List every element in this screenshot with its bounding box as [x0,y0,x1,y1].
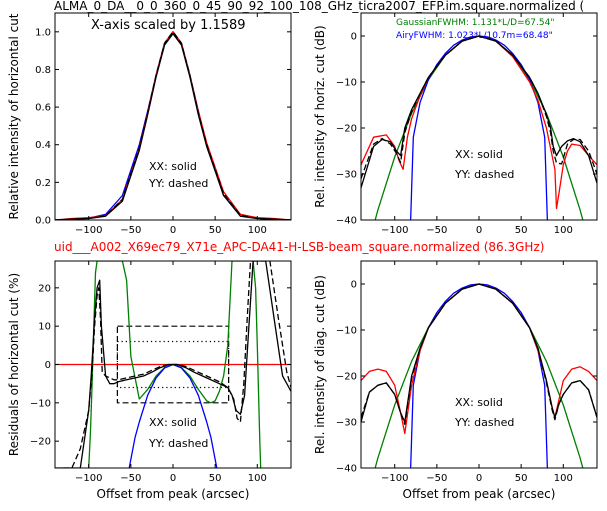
y-tick-label: −20 [30,437,51,448]
residual-box-dotted [116,340,230,389]
plot-area [361,35,597,220]
series-line-4 [361,35,597,179]
x-tick-label: 100 [554,473,573,484]
x-tick-label: −50 [120,225,141,236]
y-tick-label: 0.4 [35,140,51,151]
y-tick-label: −10 [336,326,357,337]
x-tick-label: 0 [170,225,176,236]
series-line-3 [55,31,291,220]
x-tick-label: 50 [209,225,222,236]
x-tick-label: 50 [515,225,528,236]
x-tick-label: −100 [381,225,408,236]
y-tick-label: 10 [38,322,51,333]
y-tick-label: 20 [38,283,51,294]
series-line-1 [55,31,291,220]
plot-area [55,261,291,468]
y-tick-label: 1.0 [35,27,51,38]
y-axis-label: Rel. intensity of diag. cut (dB) [313,275,327,454]
y-axis-label: Residuals of horizontal cut (%) [7,273,21,456]
annotation-text: XX: solid [455,148,503,161]
x-tick-label: 0 [476,225,482,236]
y-tick-label: 0.0 [35,216,51,227]
series-line-2 [361,35,597,210]
series-line-4 [361,283,597,425]
x-tick-label: −50 [120,473,141,484]
figure-title-top: ALMA_0_DA__0_0_360_0_45_90_92_100_108_GH… [54,0,584,13]
y-tick-label: 0.8 [35,65,51,76]
x-tick-label: −100 [75,473,102,484]
annotation-text: XX: solid [149,416,197,429]
y-tick-label: −20 [336,124,357,135]
x-axis-label: Offset from peak (arcsec) [403,487,556,501]
x-tick-label: 100 [554,225,573,236]
y-tick-label: 0.6 [35,103,51,114]
y-axis-label: Relative intensity of horizontal cut [7,13,21,219]
y-tick-label: −20 [336,372,357,383]
y-tick-label: 0 [45,360,51,371]
x-tick-label: 0 [476,473,482,484]
y-tick-label: −30 [336,170,357,181]
x-tick-label: 0 [170,473,176,484]
series-line-4 [63,261,291,468]
x-tick-label: −50 [426,473,447,484]
annotation-text: XX: solid [149,160,197,173]
plot-area [55,31,291,220]
annotation-text: YY: dashed [454,416,514,429]
series-line-1 [409,283,549,468]
x-tick-label: 100 [248,225,267,236]
x-tick-label: 100 [248,473,267,484]
y-tick-label: −10 [30,398,51,409]
x-tick-label: 50 [209,473,222,484]
x-axis-label: Offset from peak (arcsec) [97,487,250,501]
chart-panels: −100 −50 0 50 1000.00.20.40.60.81.0Relative … [7,12,598,501]
y-tick-label: −40 [336,216,357,227]
annotation-text: XX: solid [455,396,503,409]
y-tick-label: −40 [336,464,357,475]
y-tick-label: −10 [336,78,357,89]
x-tick-label: −50 [426,225,447,236]
legend-entry: GaussianFWHM: 1.131*L/D=67.54" [396,18,554,28]
annotation-text: YY: dashed [454,168,514,181]
x-tick-label: −100 [75,225,102,236]
x-tick-label: 50 [515,473,528,484]
series-line-3 [361,35,597,188]
annotation-text: YY: dashed [148,437,208,450]
figure-title-mid: uid___A002_X69ec79_X71e_APC-DA41-H-LSB-b… [54,240,544,254]
y-tick-label: 0.2 [35,178,51,189]
y-tick-label: 0 [351,32,357,43]
plot-area [361,283,597,468]
y-tick-label: −30 [336,418,357,429]
legend-entry: AiryFWHM: 1.023*L/10.7m=68.48" [396,31,553,41]
series-line-2 [55,33,291,220]
annotation-text: YY: dashed [148,177,208,190]
y-axis-label: Rel. intensity of horiz. cut (dB) [313,25,327,207]
annotation-text: X-axis scaled by 1.1589 [91,18,246,33]
panel-p1: −100 −50 0 50 100 0.0 0.2 0.4 0.6 0.8 1.0 Relative … [7,12,292,236]
series-line-0 [55,31,291,220]
y-tick-label: 0 [351,280,357,291]
axes-frame [360,12,598,221]
axes-frame [360,260,598,469]
series-line-1 [409,35,549,220]
x-tick-label: −100 [381,473,408,484]
series-line-2 [361,283,597,435]
